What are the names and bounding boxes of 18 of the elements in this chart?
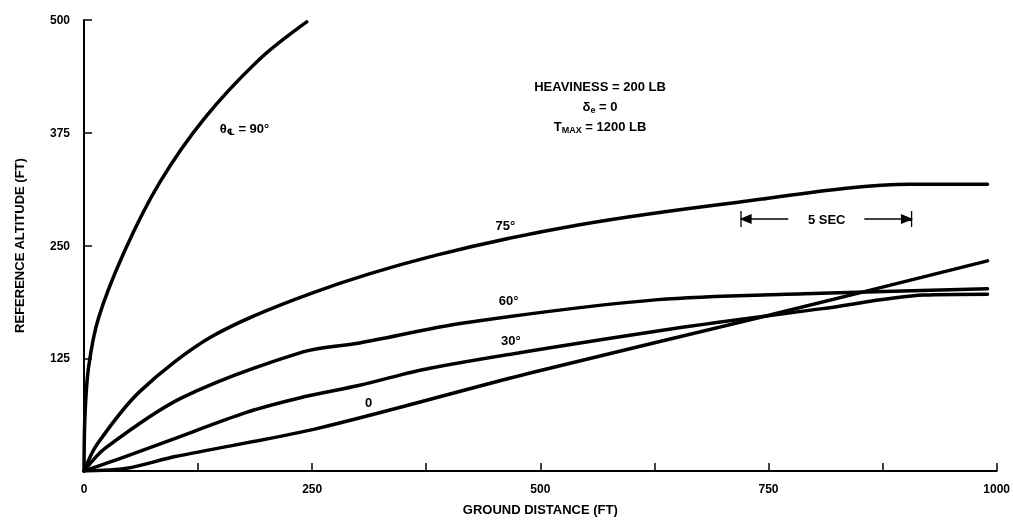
- series-label: θ℄ = 90°: [219, 120, 270, 138]
- x-tick-label: 0: [80, 482, 88, 496]
- x-tick-label: 500: [530, 482, 551, 496]
- series-label: 30°: [501, 332, 521, 348]
- series-label: 0: [365, 395, 373, 411]
- annotation: 5 SEC: [807, 211, 847, 227]
- y-tick-label: 125: [49, 351, 71, 366]
- series-label: 75°: [495, 217, 516, 233]
- x-tick-label: 1000: [983, 482, 1011, 496]
- y-tick-label: 250: [49, 238, 71, 253]
- series-label: 60°: [498, 292, 519, 308]
- x-tick-label: 250: [302, 482, 323, 496]
- x-axis-title: GROUND DISTANCE (FT): [462, 502, 618, 517]
- y-tick-label: 375: [49, 125, 71, 140]
- y-tick-label: 500: [49, 13, 71, 27]
- y-axis-title: REFERENCE ALTITUDE (FT): [12, 158, 27, 333]
- annotation: HEAVINESS = 200 LB: [534, 78, 666, 94]
- x-tick-label: 750: [758, 482, 779, 496]
